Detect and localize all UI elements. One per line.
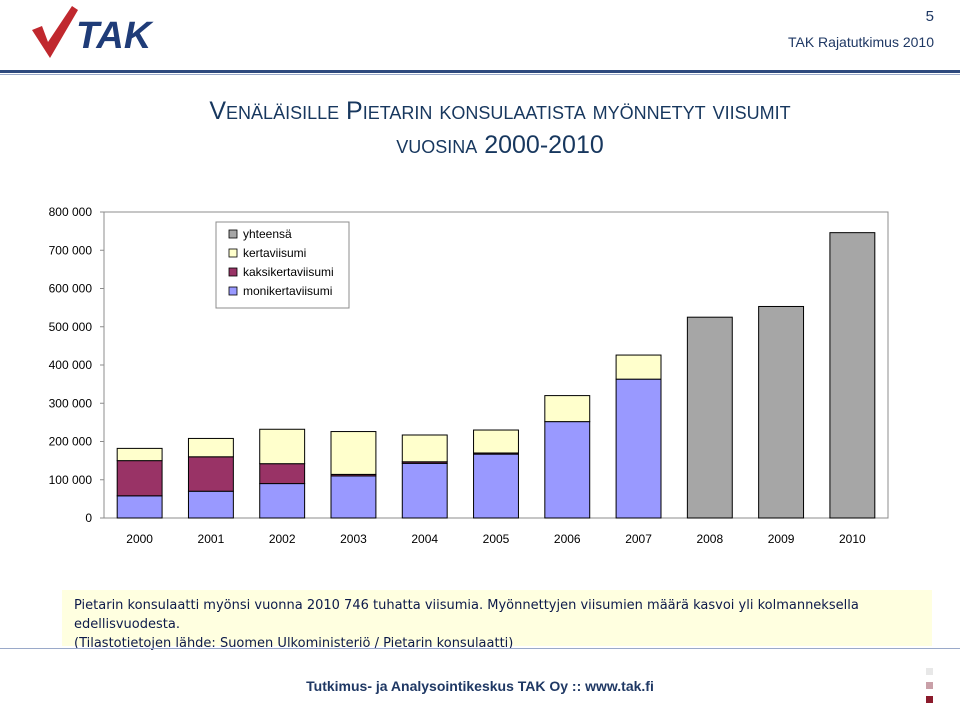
y-tick-label: 800 000 (49, 205, 93, 219)
footer-divider (0, 648, 960, 649)
legend-box (215, 221, 350, 309)
y-tick-label: 300 000 (49, 396, 93, 410)
info-note: Pietarin konsulaatti myönsi vuonna 2010 … (62, 590, 932, 651)
legend-label-kaksikertaviisumi: kaksikertaviisumi (243, 265, 334, 279)
legend-label-monikertaviisumi: monikertaviisumi (243, 284, 332, 298)
x-tick-label: 2009 (768, 532, 795, 546)
footer-square-2 (926, 682, 933, 689)
note-line-1: Pietarin konsulaatti myönsi vuonna 2010 … (74, 598, 859, 632)
title-line-2: vuosina 2000-2010 (396, 131, 604, 159)
bar-kertaviisumi-2002 (259, 428, 306, 465)
footer-square-1 (926, 668, 933, 675)
bar-kertaviisumi-2006 (544, 395, 591, 423)
y-tick-label: 500 000 (49, 320, 93, 334)
bar-monikertaviisumi-2002 (259, 483, 306, 519)
y-tick-label: 400 000 (49, 358, 93, 372)
y-tick-label: 200 000 (49, 435, 93, 449)
y-tick-label: 600 000 (49, 282, 93, 296)
x-tick-label: 2001 (198, 532, 225, 546)
legend-label-kertaviisumi: kertaviisumi (243, 246, 306, 260)
svg-text:TAK: TAK (76, 15, 154, 57)
note-line-2: (Tilastotietojen lähde: Suomen Ulkominis… (74, 636, 514, 651)
bar-monikertaviisumi-2000 (116, 495, 163, 519)
y-tick-label: 700 000 (49, 243, 93, 257)
bar-monikertaviisumi-2003 (330, 475, 377, 519)
legend-swatch-yhteensä (228, 229, 238, 239)
x-tick-label: 2005 (483, 532, 510, 546)
title-line-1: Venäläisille Pietarin konsulaatista myön… (209, 97, 791, 125)
header-org-label: TAK Rajatutkimus 2010 (787, 34, 934, 50)
bar-kertaviisumi-2007 (615, 354, 662, 380)
legend-swatch-kertaviisumi (228, 248, 238, 258)
slide-title: Venäläisille Pietarin konsulaatista myön… (160, 94, 840, 162)
bar-kaksikertaviisumi-2001 (187, 456, 234, 492)
legend-label-yhteensä: yhteensä (243, 227, 292, 241)
legend-swatch-monikertaviisumi (228, 286, 238, 296)
bar-kertaviisumi-2004 (401, 434, 448, 463)
x-tick-label: 2004 (411, 532, 438, 546)
visa-chart: 800 000 700 000 600 000 500 000 400 000 300 0… (49, 205, 889, 546)
header-divider (0, 70, 960, 73)
x-tick-label: 2010 (839, 532, 866, 546)
bar-yhteensä-2010 (829, 232, 876, 519)
bar-monikertaviisumi-2004 (401, 462, 448, 519)
header-divider-thin (0, 74, 960, 75)
bar-kaksikertaviisumi-2000 (116, 460, 163, 497)
bar-monikertaviisumi-2007 (615, 378, 662, 519)
y-tick-label: 0 (85, 511, 92, 525)
footer-square-3 (926, 696, 933, 703)
bar-yhteensä-2009 (758, 305, 805, 519)
bar-monikertaviisumi-2006 (544, 421, 591, 519)
bar-kertaviisumi-2005 (473, 429, 519, 454)
chart-legend: yhteensä kertaviisumi kaksikertaviisumi mon… (215, 221, 350, 309)
bar-kertaviisumi-2000 (116, 447, 163, 462)
bar-monikertaviisumi-2005 (473, 453, 519, 519)
checkmark-icon (32, 6, 78, 58)
bar-yhteensä-2008 (686, 316, 733, 519)
bar-kertaviisumi-2001 (187, 437, 234, 458)
x-tick-label: 2002 (269, 532, 296, 546)
x-tick-label: 2008 (696, 532, 723, 546)
bar-kertaviisumi-2003 (330, 431, 377, 475)
page-number: 5 (925, 8, 934, 25)
x-tick-label: 2000 (126, 532, 153, 546)
y-tick-label: 100 000 (49, 473, 93, 487)
bar-monikertaviisumi-2001 (187, 490, 234, 519)
bar-kaksikertaviisumi-2002 (259, 463, 306, 485)
x-tick-label: 2007 (625, 532, 652, 546)
footer-text: Tutkimus- ja Analysointikeskus TAK Oy ::… (306, 678, 654, 694)
legend-swatch-kaksikertaviisumi (228, 267, 238, 277)
x-tick-label: 2006 (554, 532, 581, 546)
tak-logo: TAK (28, 4, 168, 60)
x-tick-label: 2003 (340, 532, 367, 546)
